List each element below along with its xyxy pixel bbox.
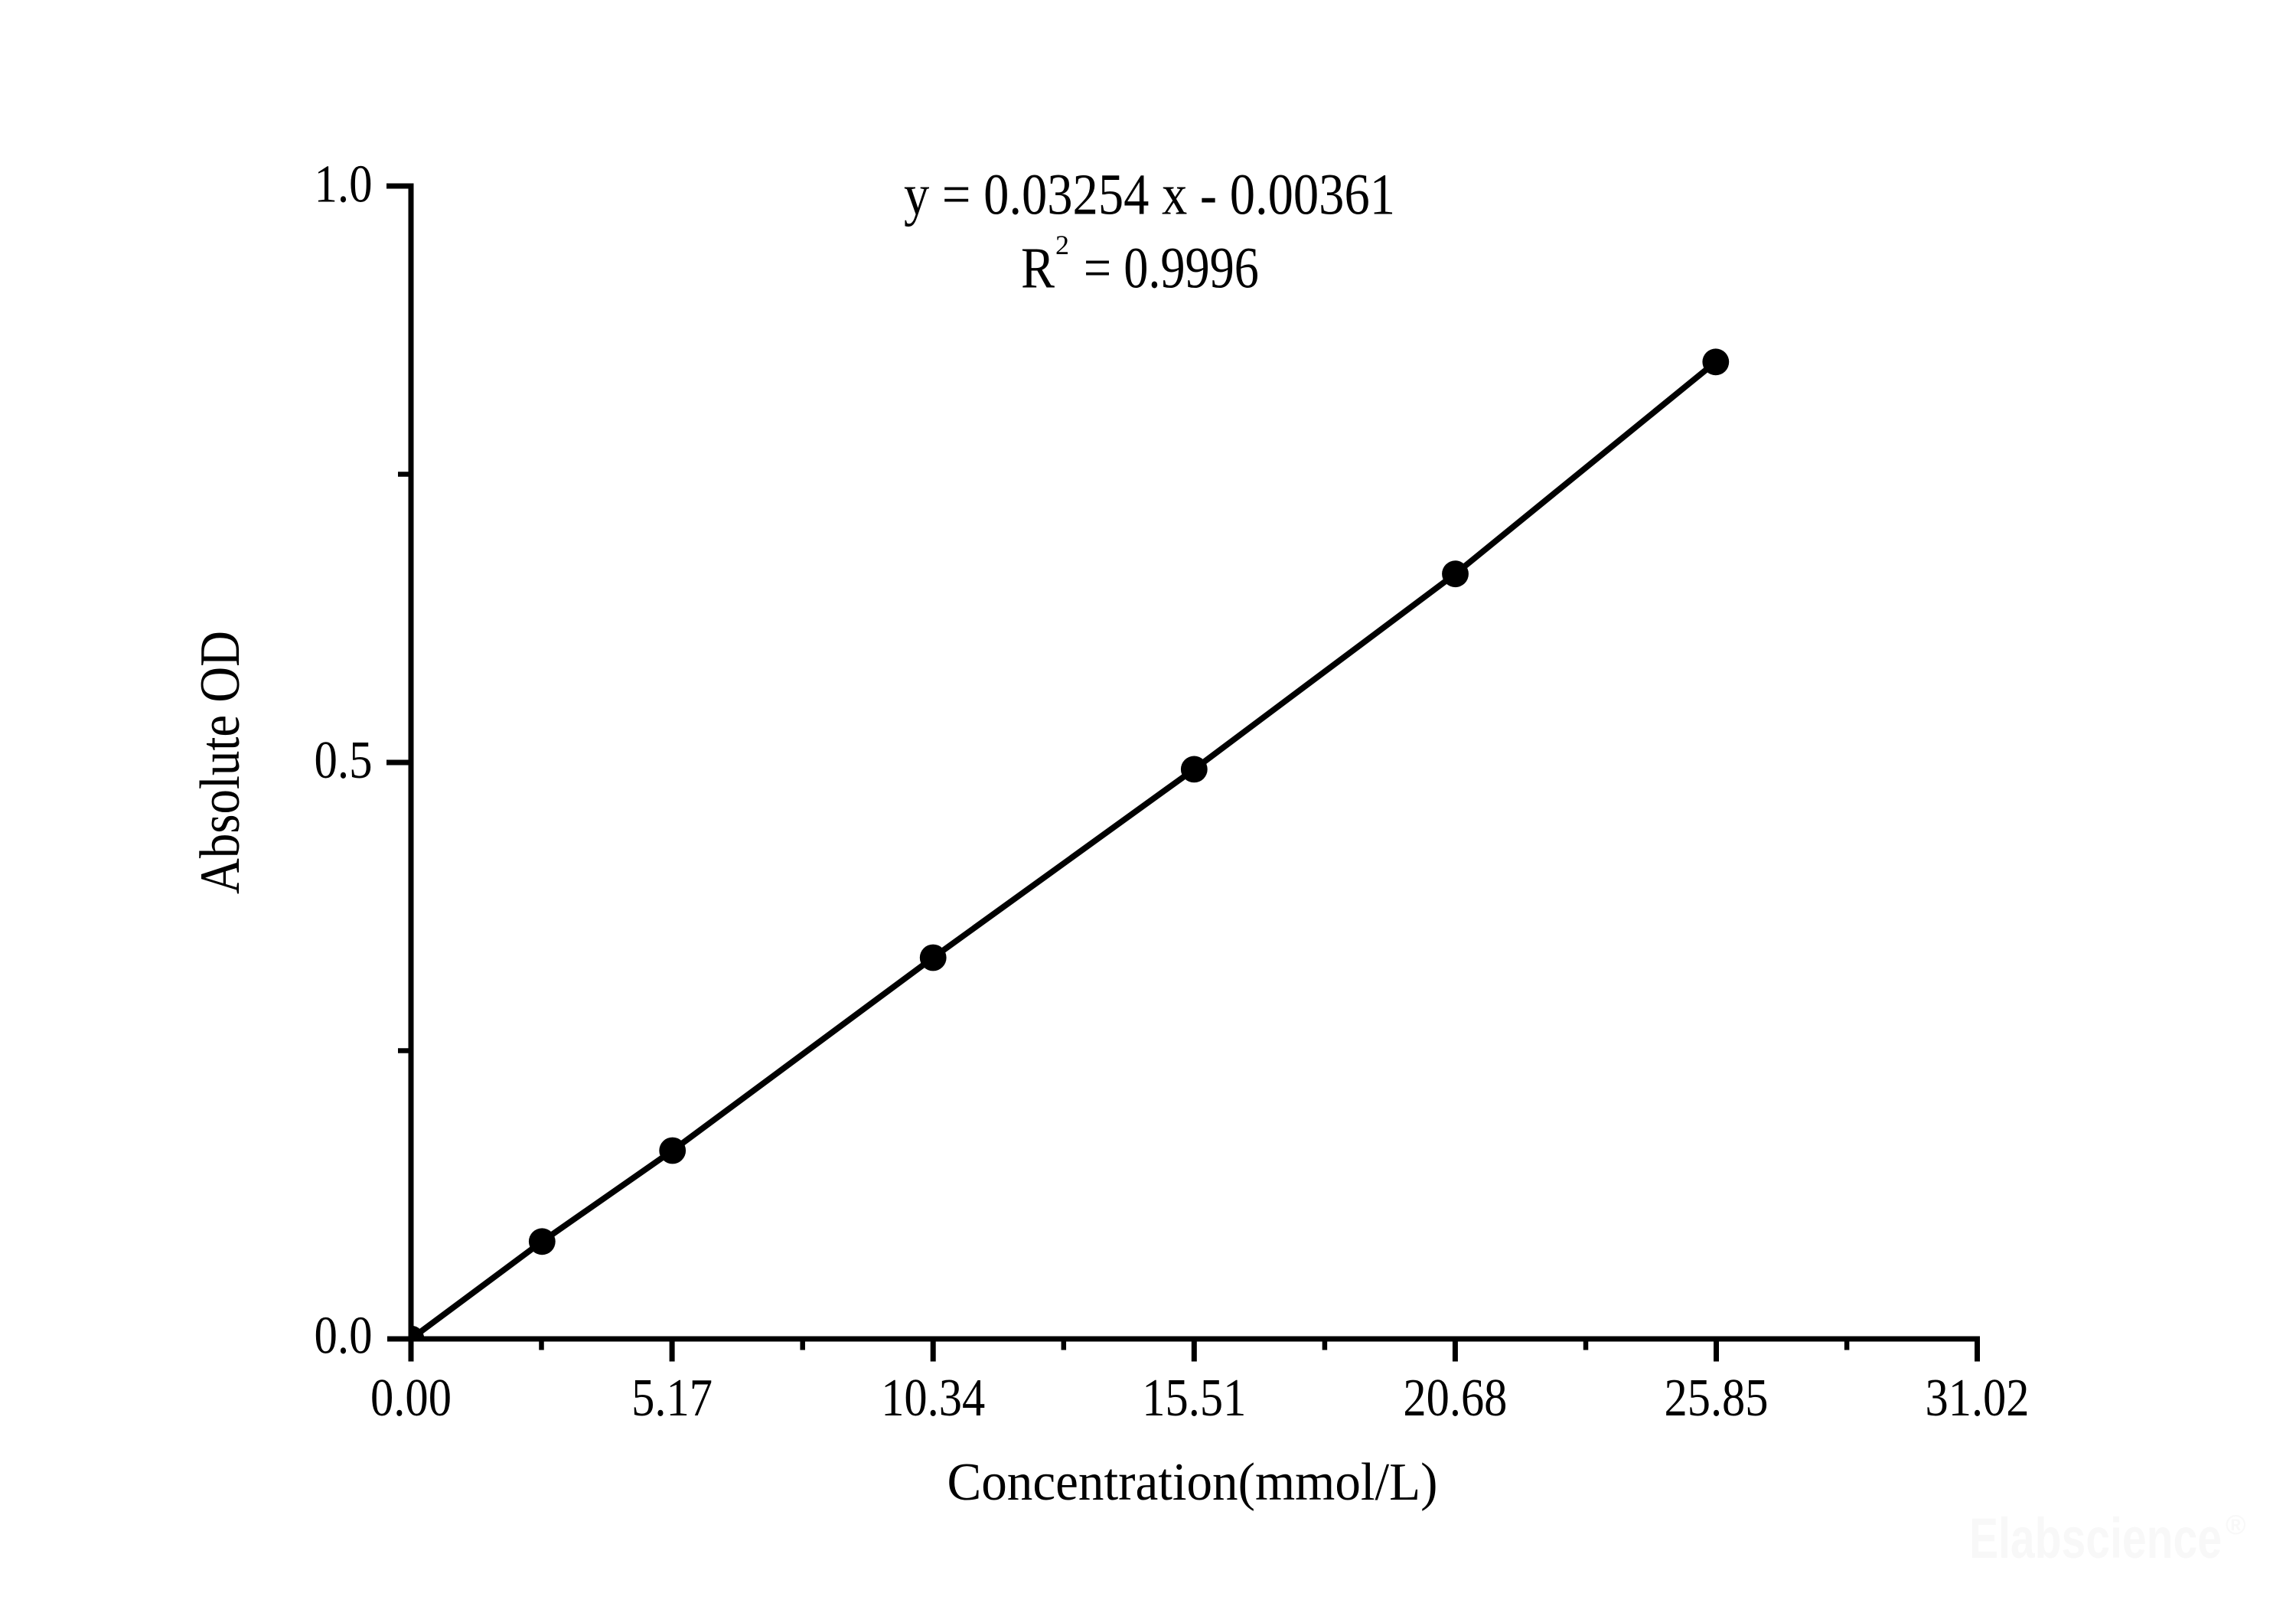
svg-text:10.34: 10.34 [881,1369,985,1428]
svg-text:2: 2 [1055,230,1069,260]
svg-text:15.51: 15.51 [1142,1369,1246,1428]
svg-text:0.5: 0.5 [315,731,373,790]
svg-text:31.02: 31.02 [1926,1369,2030,1428]
svg-text:25.85: 25.85 [1665,1369,1769,1428]
svg-text:y = 0.03254 x - 0.00361: y = 0.03254 x - 0.00361 [904,163,1395,227]
svg-text:Elabscience: Elabscience [1969,1507,2222,1570]
svg-text:®: ® [2226,1509,2246,1540]
svg-text:Concentration(mmol/L): Concentration(mmol/L) [947,1453,1438,1512]
svg-text:20.68: 20.68 [1403,1369,1507,1428]
svg-text:R: R [1021,237,1055,301]
svg-text:1.0: 1.0 [315,155,373,214]
svg-text:5.17: 5.17 [631,1369,713,1428]
svg-text:Absolute OD: Absolute OD [189,631,252,894]
svg-text:0.00: 0.00 [370,1369,452,1428]
svg-text:= 0.9996: = 0.9996 [1084,237,1259,301]
svg-text:0.0: 0.0 [315,1307,373,1366]
